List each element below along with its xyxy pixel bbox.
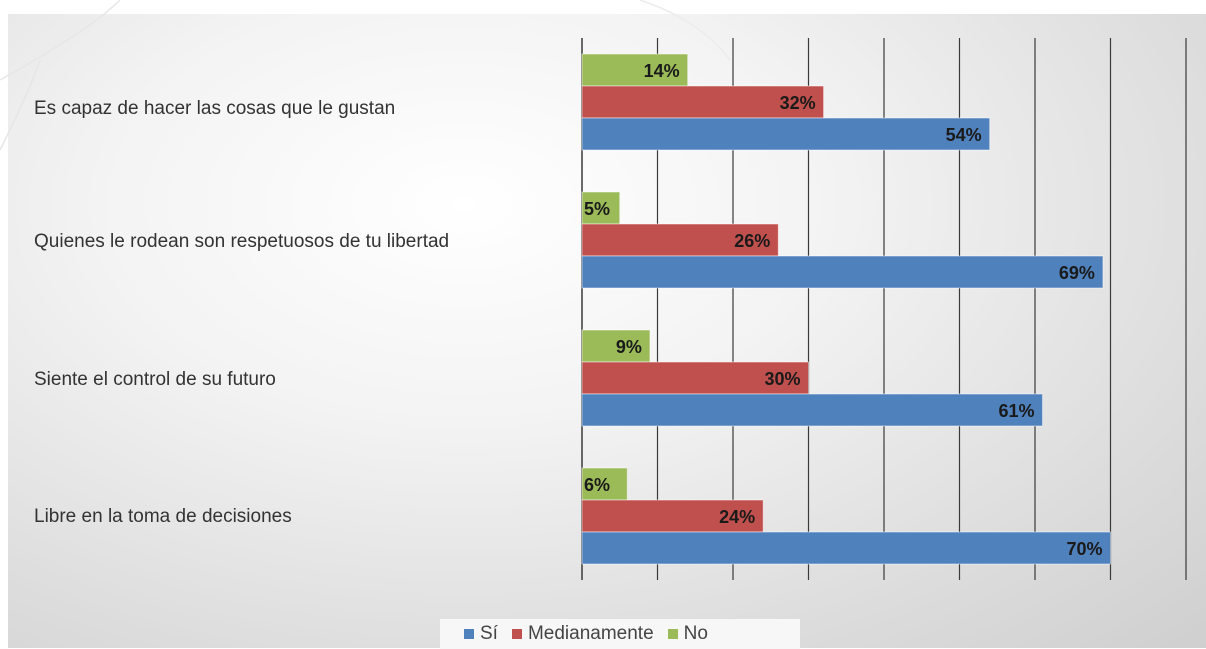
legend-item-si: Sí bbox=[464, 623, 498, 645]
chart-area: 14% 32% 54% 5% 26% 69% 9% 30% 61% 6% 24% 70% Es cap… bbox=[8, 14, 1206, 649]
data-label-s-2: 61% bbox=[999, 401, 1035, 421]
legend-swatch-medianamente bbox=[511, 629, 522, 639]
legend-label-si: Sí bbox=[480, 623, 498, 644]
legend-swatch-si bbox=[464, 629, 474, 639]
data-label-s-0: 54% bbox=[946, 125, 982, 145]
bar-s-2 bbox=[581, 393, 1044, 427]
bar-s-3 bbox=[581, 531, 1111, 565]
data-label-medianamente-1: 26% bbox=[734, 231, 770, 251]
legend-item-medianamente: Medianamente bbox=[511, 623, 654, 645]
category-label-3: Libre en la toma de decisiones bbox=[34, 506, 292, 527]
bar-no-1 bbox=[581, 191, 621, 225]
data-label-medianamente-2: 30% bbox=[764, 369, 800, 389]
bar-medianamente-2 bbox=[581, 361, 809, 395]
category-label-2: Siente el control de su futuro bbox=[34, 369, 276, 390]
bar-medianamente-3 bbox=[581, 499, 764, 533]
legend-label-medianamente: Medianamente bbox=[527, 623, 654, 644]
bar-medianamente-0 bbox=[581, 85, 825, 119]
legend-label-no: No bbox=[683, 623, 708, 644]
legend-item-no: No bbox=[667, 623, 708, 645]
data-label-no-2: 9% bbox=[616, 337, 642, 357]
data-label-s-3: 70% bbox=[1066, 539, 1102, 559]
data-label-s-1: 69% bbox=[1059, 263, 1095, 283]
bar-medianamente-1 bbox=[581, 223, 779, 257]
data-label-no-1: 5% bbox=[584, 199, 610, 219]
bar-s-0 bbox=[581, 117, 991, 151]
legend-swatch-no bbox=[667, 629, 678, 639]
data-label-no-0: 14% bbox=[644, 61, 680, 81]
category-label-0: Es capaz de hacer las cosas que le gusta… bbox=[34, 98, 396, 119]
data-label-medianamente-3: 24% bbox=[719, 507, 755, 527]
bar-no-2 bbox=[581, 329, 651, 363]
chart-legend: Sí Medianamente No bbox=[440, 619, 800, 649]
category-label-1: Quienes le rodean son respetuosos de tu … bbox=[34, 231, 450, 252]
bar-s-1 bbox=[581, 255, 1104, 289]
data-label-medianamente-0: 32% bbox=[780, 93, 816, 113]
data-label-no-3: 6% bbox=[584, 475, 610, 495]
bar-no-3 bbox=[581, 467, 628, 501]
